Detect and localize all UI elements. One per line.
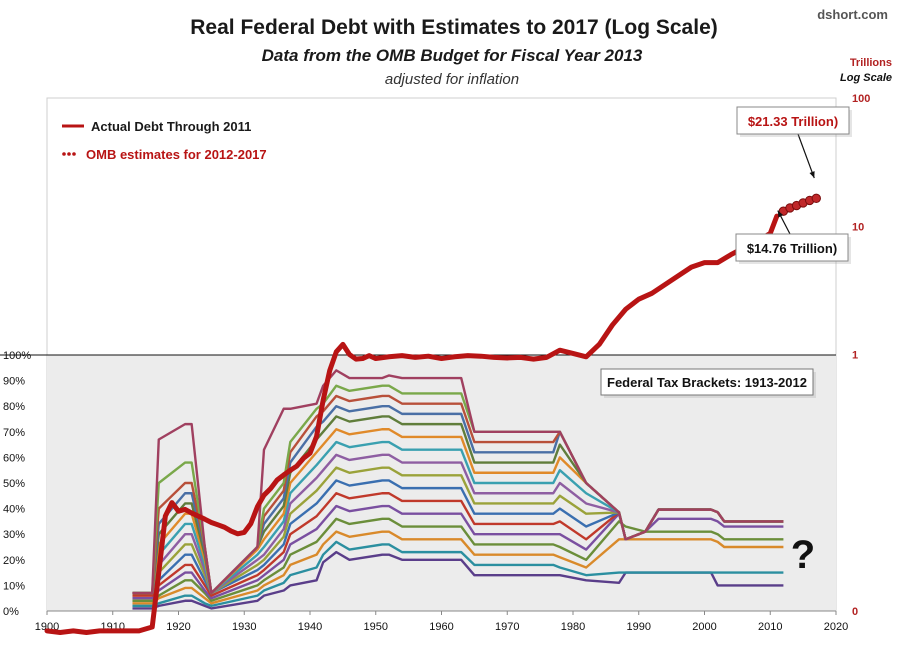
x-tick-label: 1930	[232, 621, 256, 633]
y-tick-label-percent: 50%	[3, 478, 25, 490]
annotation-arrow-21-33	[797, 133, 815, 179]
right-axis-label-1: Trillions	[850, 57, 892, 69]
legend: Actual Debt Through 2011 OMB estimates f…	[62, 119, 267, 162]
x-tick-label: 2020	[824, 621, 848, 633]
annotation-arrow-14-76-head	[777, 210, 784, 218]
y-tick-label-percent: 0%	[3, 606, 19, 618]
annotation-21-33-trillion: $21.33 Trillion)	[736, 106, 852, 137]
chart-subtitle: Data from the OMB Budget for Fiscal Year…	[262, 46, 643, 65]
y-tick-label-percent: 60%	[3, 452, 25, 464]
y-tick-label-percent: 40%	[3, 504, 25, 516]
tax-brackets-title: Federal Tax Brackets: 1913-2012	[607, 375, 807, 390]
y-tick-label-right: 100	[852, 93, 870, 105]
y-tick-label-right: 1	[852, 350, 858, 362]
y-tick-label-right: 0	[852, 606, 858, 618]
y-tick-label-percent: 90%	[3, 376, 25, 388]
y-tick-label-percent: 100%	[3, 350, 31, 362]
y-tick-label-percent: 20%	[3, 555, 25, 567]
right-axis-label-2: Log Scale	[840, 72, 892, 84]
y-tick-label-percent: 70%	[3, 427, 25, 439]
question-mark: ?	[791, 533, 815, 577]
y-tick-label-percent: 10%	[3, 580, 25, 592]
y-tick-label-percent: 80%	[3, 401, 25, 413]
tax-brackets-panel	[47, 355, 836, 611]
chart-subtitle-2: adjusted for inflation	[385, 71, 519, 88]
legend-label-omb-estimates: OMB estimates for 2012-2017	[86, 147, 267, 162]
legend-swatch-omb-estimates	[62, 152, 76, 156]
plot-area: 0%10%20%30%40%50%60%70%80%90%100%1001010…	[0, 93, 870, 635]
tax-bracket-series-line	[132, 369, 784, 595]
x-tick-label: 1980	[561, 621, 585, 633]
tax-brackets-title-box: Federal Tax Brackets: 1913-2012	[600, 368, 816, 398]
x-tick-label: 1960	[429, 621, 453, 633]
tax-bracket-series-line	[132, 540, 784, 608]
series-marker-omb-estimate	[811, 193, 821, 204]
annotation-arrow-21-33-head	[809, 171, 815, 179]
chart-title: Real Federal Debt with Estimates to 2017…	[190, 16, 718, 39]
x-tick-label: 2000	[692, 621, 716, 633]
source-label: dshort.com	[817, 7, 888, 22]
series-line-actual-debt	[44, 213, 780, 635]
annotation-14-76-label: $14.76 Trillion)	[747, 241, 837, 256]
y-tick-label-right: 10	[852, 221, 864, 233]
x-tick-label: 1940	[298, 621, 322, 633]
tax-bracket-series-line	[132, 530, 784, 605]
annotation-14-76-trillion: $14.76 Trillion)	[735, 233, 851, 264]
x-tick-label: 1970	[495, 621, 519, 633]
y-tick-label-percent: 30%	[3, 529, 25, 541]
x-tick-label: 2010	[758, 621, 782, 633]
annotation-21-33-label: $21.33 Trillion)	[748, 114, 838, 129]
x-tick-label: 1950	[364, 621, 388, 633]
legend-label-actual-debt: Actual Debt Through 2011	[91, 119, 251, 134]
x-tick-label: 1920	[166, 621, 190, 633]
x-tick-label: 1990	[627, 621, 651, 633]
